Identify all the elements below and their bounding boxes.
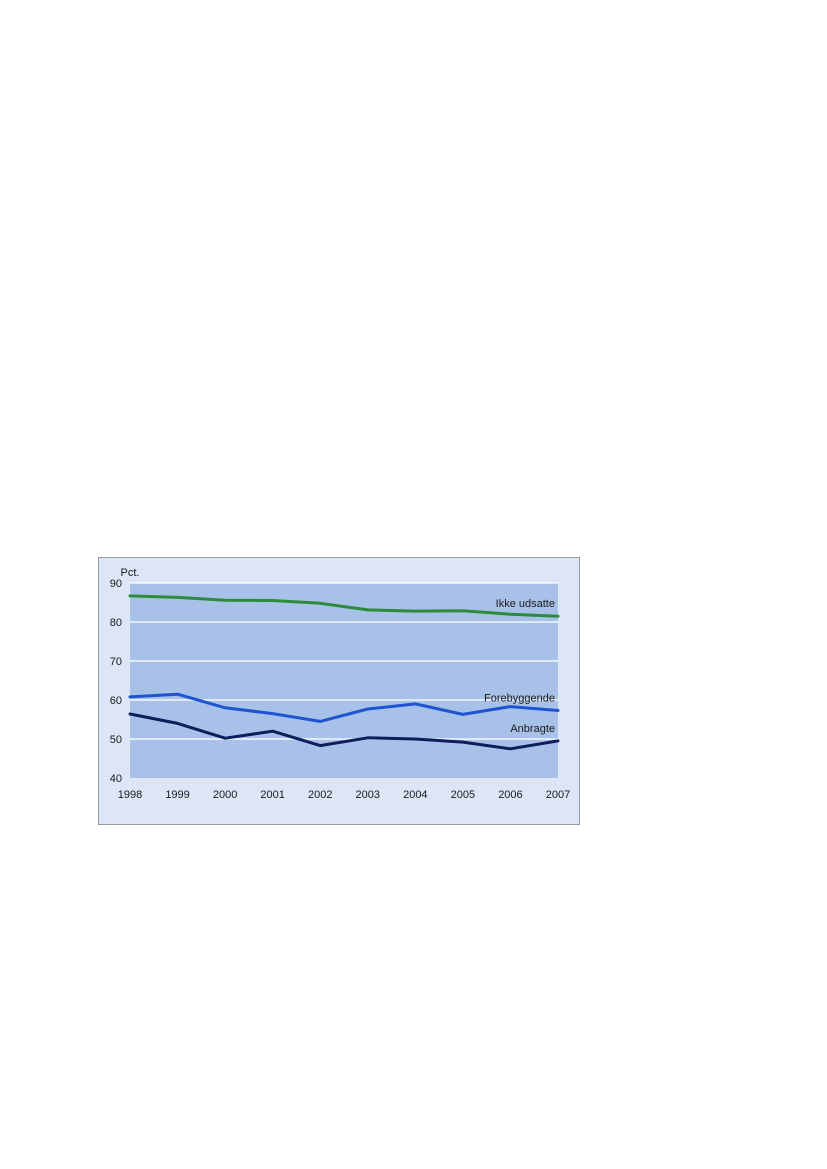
y-tick-label: 50 bbox=[110, 734, 122, 746]
series-label-forebyggende: Forebyggende bbox=[484, 693, 555, 705]
x-tick-label: 2005 bbox=[451, 789, 475, 801]
chart-svg: 40 50 60 70 80 90 1998 1999 2000 2001 2002 2003 200… bbox=[110, 567, 570, 801]
series-lines bbox=[128, 594, 560, 751]
series-line-anbragte bbox=[128, 712, 560, 751]
y-tick-label: 60 bbox=[110, 695, 122, 707]
y-axis-label: Pct. bbox=[121, 567, 140, 579]
x-tick-label: 1999 bbox=[165, 789, 189, 801]
y-tick-label: 80 bbox=[110, 617, 122, 629]
x-tick-label: 2004 bbox=[403, 789, 427, 801]
x-tick-label: 1998 bbox=[118, 789, 142, 801]
line-chart: 40 50 60 70 80 90 1998 1999 2000 2001 2002 2003 200… bbox=[98, 557, 580, 825]
series-line-forebyggende bbox=[128, 692, 560, 723]
y-tick-label: 70 bbox=[110, 656, 122, 668]
x-axis-ticks: 1998 1999 2000 2001 2002 2003 2004 2005 2006 2007 bbox=[118, 789, 570, 801]
x-tick-label: 2001 bbox=[260, 789, 284, 801]
series-labels: Ikke udsatte Forebyggende Anbragte bbox=[484, 598, 555, 735]
x-tick-label: 2003 bbox=[356, 789, 380, 801]
series-label-ikke-udsatte: Ikke udsatte bbox=[496, 598, 555, 610]
y-tick-label: 40 bbox=[110, 773, 122, 785]
x-tick-label: 2002 bbox=[308, 789, 332, 801]
series-line-ikke-udsatte bbox=[128, 594, 560, 618]
y-tick-label: 90 bbox=[110, 578, 122, 590]
y-axis-ticks: 40 50 60 70 80 90 bbox=[110, 578, 122, 785]
x-tick-label: 2007 bbox=[546, 789, 570, 801]
x-tick-label: 2006 bbox=[498, 789, 522, 801]
x-tick-label: 2000 bbox=[213, 789, 237, 801]
series-label-anbragte: Anbragte bbox=[510, 723, 555, 735]
